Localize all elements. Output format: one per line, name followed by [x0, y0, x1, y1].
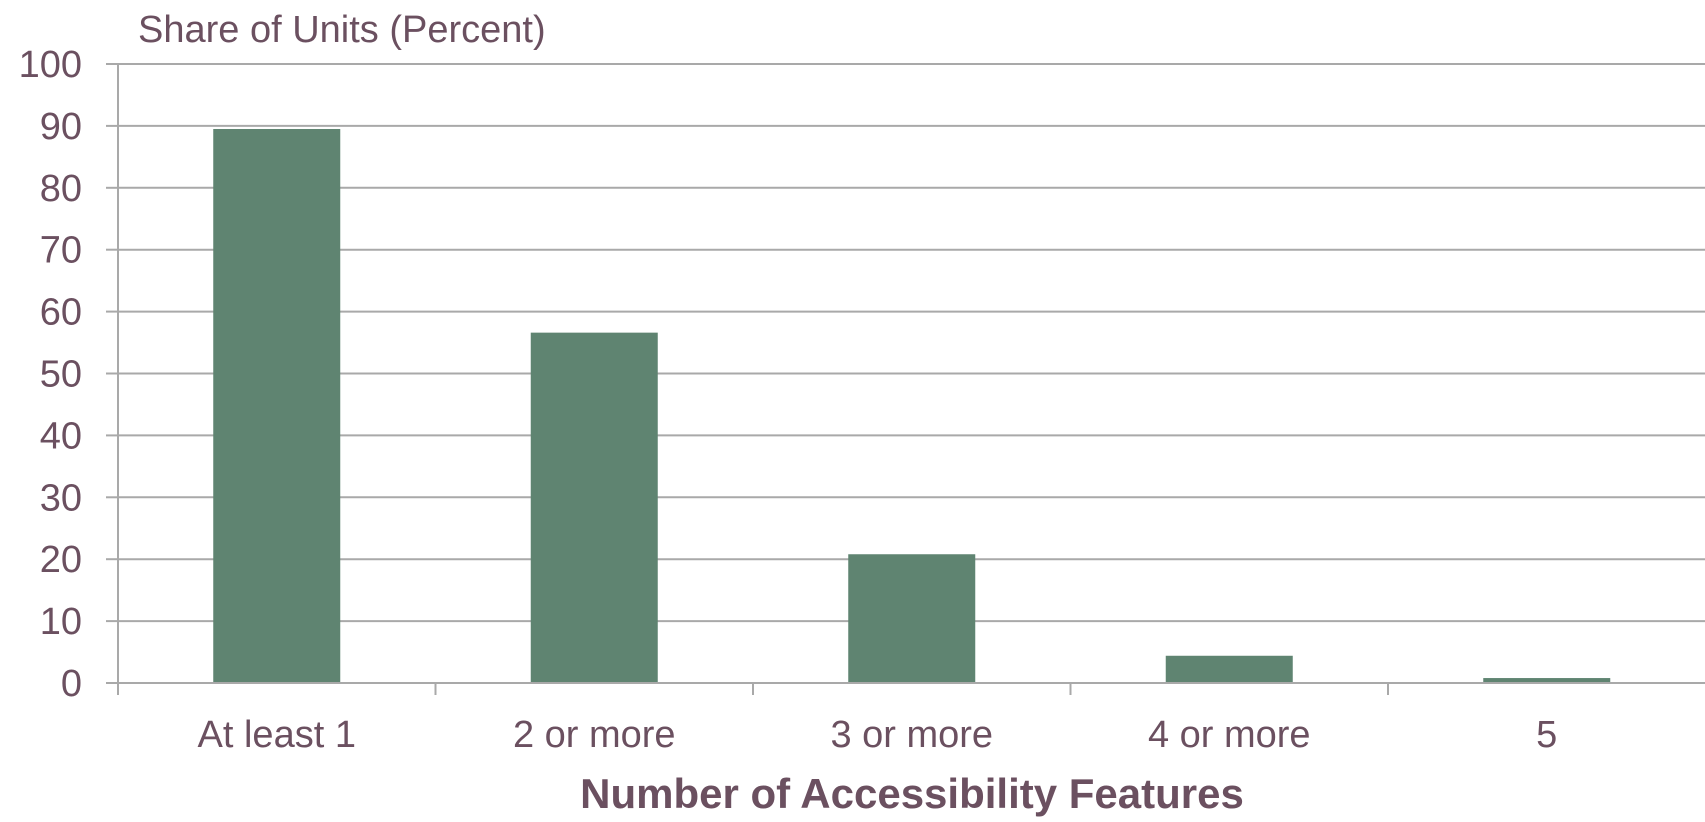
y-tick-label: 100 [19, 44, 82, 86]
y-tick-label: 50 [40, 354, 82, 396]
bar [1165, 655, 1293, 683]
y-tick-label: 60 [40, 292, 82, 334]
x-tick-labels: At least 1 2 or more 3 or more 4 or more 5 [198, 714, 1558, 756]
x-tick-label: 2 or more [513, 714, 676, 756]
gridlines [118, 63, 1705, 623]
y-tick-label: 10 [40, 601, 82, 643]
y-tick-label: 20 [40, 539, 82, 581]
y-axis-title: Share of Units (Percent) [138, 9, 546, 51]
y-tick-label: 90 [40, 106, 82, 148]
y-tick-label: 80 [40, 168, 82, 210]
y-tick-label: 70 [40, 230, 82, 272]
axes [106, 63, 1705, 695]
x-tick-label: 5 [1536, 714, 1557, 756]
x-tick-label: 3 or more [830, 714, 993, 756]
y-tick-label: 30 [40, 477, 82, 519]
y-tick-label: 40 [40, 415, 82, 457]
y-tick-label: 0 [61, 663, 82, 705]
x-axis-title: Number of Accessibility Features [580, 770, 1244, 817]
bar [848, 554, 976, 683]
bar [1483, 678, 1611, 683]
bar [213, 128, 341, 683]
bars [213, 128, 1611, 683]
x-tick-label: At least 1 [198, 714, 356, 756]
bar [530, 332, 658, 683]
y-tick-labels: 0 10 20 30 40 50 60 70 80 90 100 [19, 44, 82, 705]
x-tick-label: 4 or more [1148, 714, 1311, 756]
